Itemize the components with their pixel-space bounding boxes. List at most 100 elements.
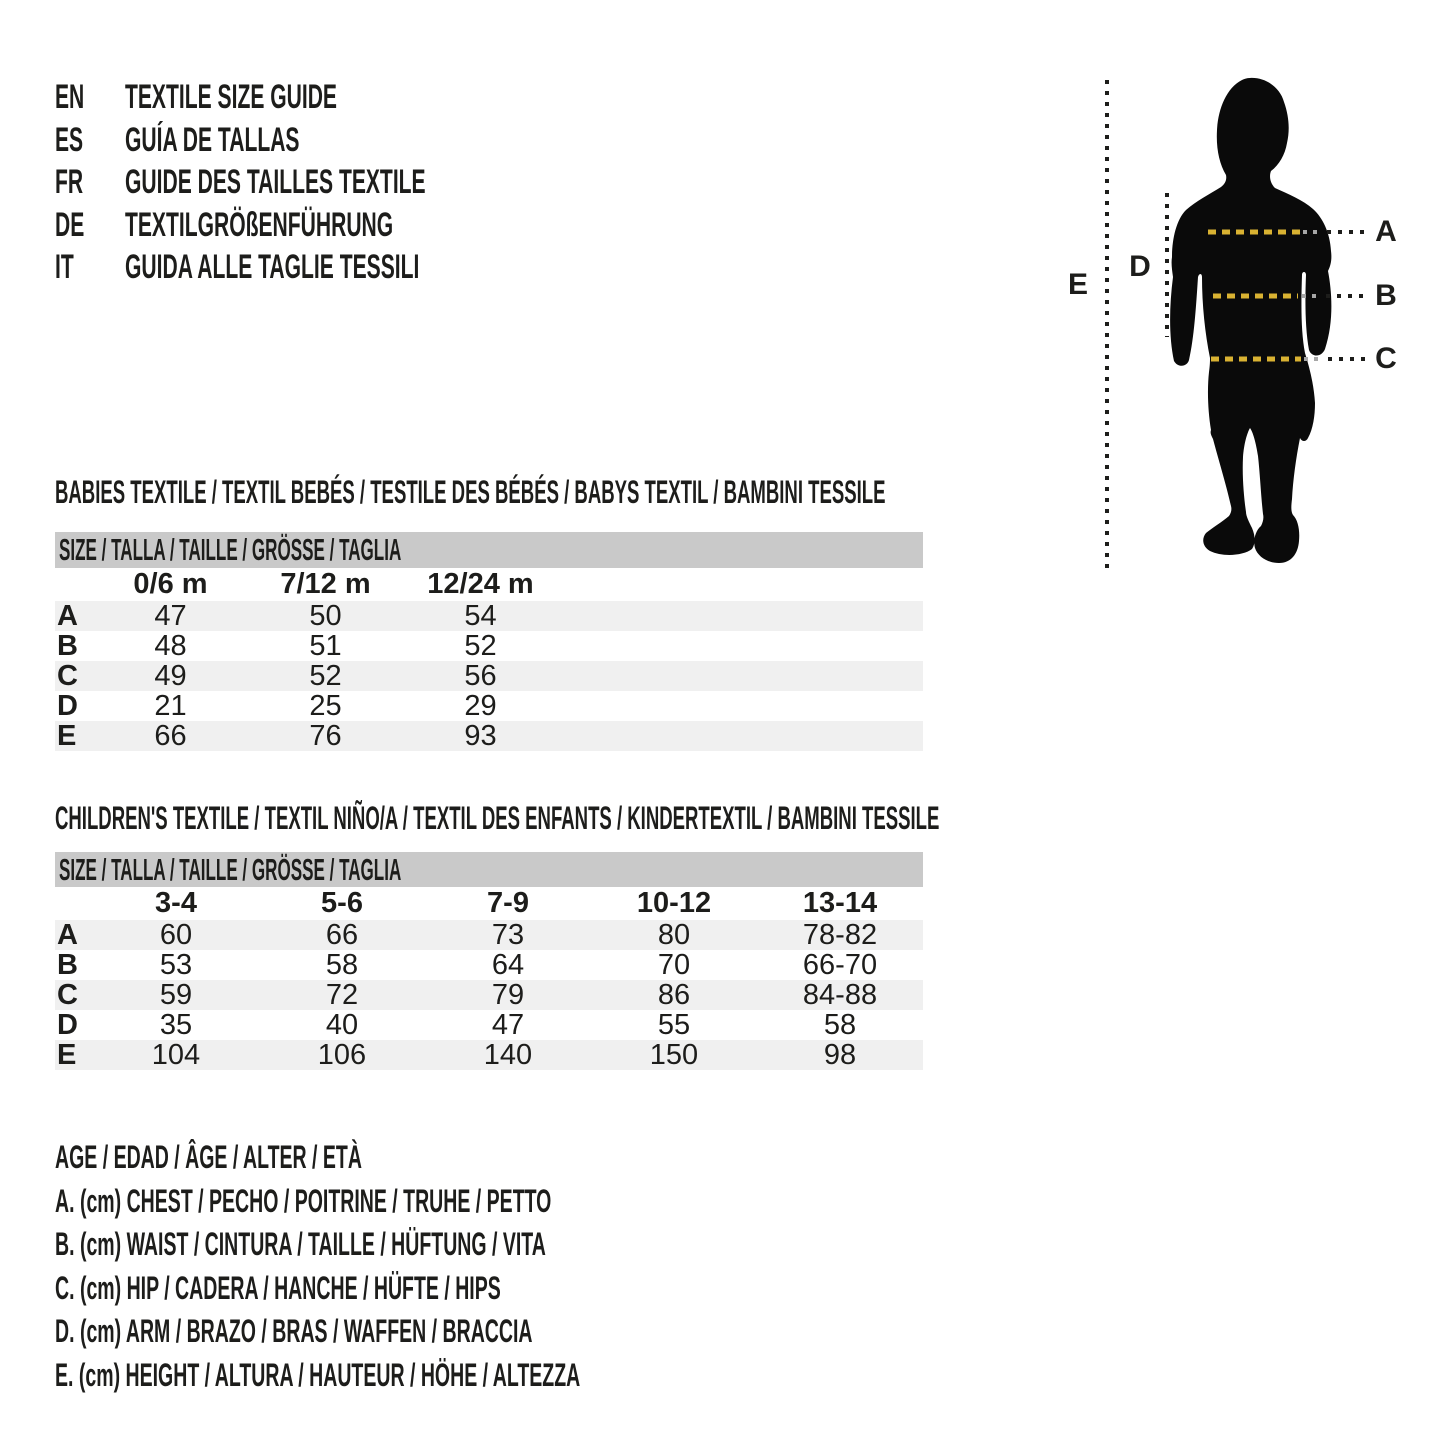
- children-section-title: CHILDREN'S TEXTILE / TEXTIL NIÑO/A / TEX…: [55, 800, 940, 836]
- value-cell: 80: [657, 919, 691, 951]
- value-cell: 86: [657, 979, 691, 1011]
- legend-line-chest: A. (cm) CHEST / PECHO / POITRINE / TRUHE…: [55, 1182, 552, 1219]
- value-cell: 48: [154, 630, 187, 662]
- column-header-cell: 7/12 m: [280, 568, 371, 600]
- value-cell: 58: [823, 1009, 857, 1041]
- value-cell: 66: [325, 919, 359, 951]
- size-header-bar: SIZE / TALLA / TAILLE / GRÖSSE / TAGLIA: [55, 532, 923, 568]
- column-header-cell: 0/6 m: [133, 568, 208, 600]
- value-cell: 66-70: [802, 949, 878, 981]
- language-code: EN: [55, 78, 85, 116]
- row-label: C: [57, 979, 78, 1011]
- column-header-cell: 5-6: [321, 887, 363, 919]
- value-cell: 78-82: [802, 919, 878, 951]
- value-cell: 84-88: [802, 979, 878, 1011]
- value-cell: 50: [309, 600, 342, 632]
- babies-size-table: SIZE / TALLA / TAILLE / GRÖSSE / TAGLIA …: [55, 532, 923, 751]
- language-title: GUIDA ALLE TAGLIE TESSILI: [125, 248, 420, 287]
- filler-cell: [558, 568, 923, 601]
- value-cell: 47: [154, 600, 187, 632]
- row-label: E: [57, 1039, 77, 1071]
- row-label: B: [57, 949, 78, 981]
- table-row: A 47 50 54: [55, 601, 923, 631]
- corner-cell: [55, 887, 93, 920]
- legend-line-height: E. (cm) HEIGHT / ALTURA / HAUTEUR / HÖHE…: [55, 1356, 581, 1393]
- value-cell: 106: [317, 1039, 367, 1071]
- value-cell: 55: [657, 1009, 691, 1041]
- value-cell: 53: [159, 949, 193, 981]
- table-row: D 21 25 29: [55, 691, 923, 721]
- figure-label-c: C: [1375, 342, 1397, 375]
- table-row: E 66 76 93: [55, 721, 923, 751]
- measurement-figure: A B C D E: [1050, 60, 1445, 600]
- column-header-row: 3-4 5-6 7-9 10-12 13-14: [55, 887, 923, 920]
- value-cell: 54: [464, 600, 497, 632]
- language-list: EN TEXTILE SIZE GUIDE ES GUÍA DE TALLAS …: [55, 76, 675, 289]
- column-header-row: 0/6 m 7/12 m 12/24 m: [55, 568, 923, 601]
- value-cell: 49: [154, 660, 187, 692]
- language-code: ES: [55, 120, 84, 159]
- value-cell: 51: [309, 630, 342, 662]
- language-title: TEXTILE SIZE GUIDE: [125, 78, 338, 116]
- value-cell: 60: [159, 919, 193, 951]
- figure-label-e: E: [1067, 268, 1088, 301]
- babies-section-title: BABIES TEXTILE / TEXTIL BEBÉS / TESTILE …: [55, 474, 886, 510]
- column-header-cell: 10-12: [636, 887, 712, 919]
- value-cell: 70: [657, 949, 691, 981]
- table-row: D 35 40 47 55 58: [55, 1010, 923, 1040]
- value-cell: 58: [325, 949, 359, 981]
- value-cell: 140: [483, 1039, 533, 1071]
- figure-label-b: B: [1375, 279, 1397, 312]
- value-cell: 76: [309, 720, 342, 752]
- table-row: A 60 66 73 80 78-82: [55, 920, 923, 950]
- language-row-es: ES GUÍA DE TALLAS: [55, 119, 675, 162]
- row-label: A: [57, 600, 78, 632]
- value-cell: 21: [154, 690, 187, 722]
- value-cell: 98: [823, 1039, 857, 1071]
- value-cell: 150: [649, 1039, 699, 1071]
- value-cell: 52: [309, 660, 342, 692]
- children-size-table: SIZE / TALLA / TAILLE / GRÖSSE / TAGLIA …: [55, 852, 923, 1070]
- filler-cell: [558, 721, 923, 751]
- value-cell: 104: [151, 1039, 201, 1071]
- table-row: C 59 72 79 86 84-88: [55, 980, 923, 1010]
- column-header-cell: 3-4: [155, 887, 197, 919]
- table-row: B 48 51 52: [55, 631, 923, 661]
- value-cell: 56: [464, 660, 497, 692]
- value-cell: 79: [491, 979, 525, 1011]
- value-cell: 29: [464, 690, 497, 722]
- value-cell: 47: [491, 1009, 525, 1041]
- legend-line-arm: D. (cm) ARM / BRAZO / BRAS / WAFFEN / BR…: [55, 1313, 533, 1350]
- legend-line-age: AGE / EDAD / ÂGE / ALTER / ETÀ: [55, 1139, 362, 1175]
- figure-label-d: D: [1129, 250, 1151, 283]
- column-header-cell: 7-9: [487, 887, 529, 919]
- language-title: GUIDE DES TAILLES TEXTILE: [125, 163, 426, 202]
- language-row-en: EN TEXTILE SIZE GUIDE: [55, 76, 675, 119]
- value-cell: 35: [159, 1009, 193, 1041]
- value-cell: 52: [464, 630, 497, 662]
- column-header-cell: 13-14: [802, 887, 878, 919]
- value-cell: 64: [491, 949, 525, 981]
- measurement-legend: AGE / EDAD / ÂGE / ALTER / ETÀ A. (cm) C…: [55, 1136, 916, 1398]
- legend-line-waist: B. (cm) WAIST / CINTURA / TAILLE / HÜFTU…: [55, 1226, 546, 1263]
- row-label: E: [57, 720, 77, 752]
- table-row: C 49 52 56: [55, 661, 923, 691]
- language-code: IT: [55, 248, 74, 287]
- row-label: C: [57, 660, 78, 692]
- corner-cell: [55, 568, 93, 601]
- value-cell: 40: [325, 1009, 359, 1041]
- language-row-fr: FR GUIDE DES TAILLES TEXTILE: [55, 161, 675, 204]
- row-label: D: [57, 1009, 78, 1041]
- value-cell: 72: [325, 979, 359, 1011]
- filler-cell: [558, 601, 923, 631]
- size-header-bar: SIZE / TALLA / TAILLE / GRÖSSE / TAGLIA: [55, 852, 923, 887]
- language-title: GUÍA DE TALLAS: [125, 120, 300, 159]
- table-row: B 53 58 64 70 66-70: [55, 950, 923, 980]
- language-row-de: DE TEXTILGRÖßENFÜHRUNG: [55, 204, 675, 247]
- filler-cell: [558, 691, 923, 721]
- figure-label-a: A: [1375, 215, 1397, 248]
- language-code: FR: [55, 163, 84, 202]
- table-row: E 104 106 140 150 98: [55, 1040, 923, 1070]
- value-cell: 73: [491, 919, 525, 951]
